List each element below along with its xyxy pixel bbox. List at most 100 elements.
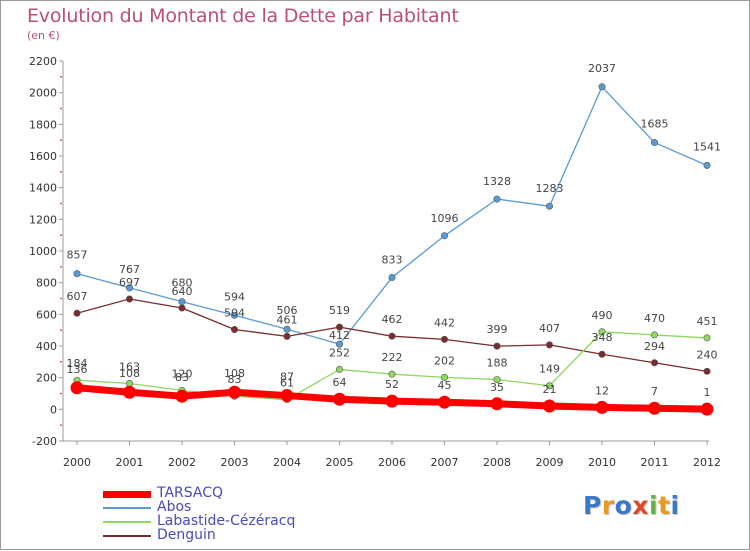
logo-letter: i xyxy=(670,491,680,520)
x-tick-label: 2000 xyxy=(63,456,91,469)
data-label: 461 xyxy=(277,313,298,326)
data-label: 87 xyxy=(280,371,294,384)
data-point xyxy=(335,340,343,348)
data-point xyxy=(545,382,553,390)
data-label: 462 xyxy=(382,313,403,326)
data-point xyxy=(598,328,606,336)
y-tick-label: 1600 xyxy=(29,150,57,163)
y-tick-label: 1200 xyxy=(29,213,57,226)
data-label: 412 xyxy=(329,329,350,342)
y-minor-tick xyxy=(60,234,62,237)
data-label: 108 xyxy=(224,367,245,380)
data-point xyxy=(385,394,399,408)
data-point xyxy=(228,385,241,399)
data-point xyxy=(388,273,396,281)
data-label: 1541 xyxy=(693,140,721,153)
data-point xyxy=(595,400,609,414)
data-point xyxy=(178,304,186,312)
data-point xyxy=(543,399,556,413)
data-point xyxy=(438,395,451,409)
x-tick-label: 2001 xyxy=(116,456,144,469)
data-label: 163 xyxy=(119,361,140,374)
x-tick-label: 2010 xyxy=(588,456,616,469)
x-tick-label: 2009 xyxy=(536,456,564,469)
data-label: 442 xyxy=(434,316,455,329)
data-point xyxy=(335,323,343,331)
x-tick-label: 2008 xyxy=(483,456,511,469)
legend-swatch xyxy=(103,490,151,498)
data-label: 506 xyxy=(277,304,298,317)
legend-label: Labastide-Cézéracq xyxy=(157,513,296,529)
data-point xyxy=(493,195,501,203)
y-tick-label: 200 xyxy=(36,372,57,385)
legend-label: TARSACQ xyxy=(157,485,224,501)
data-point xyxy=(126,295,134,303)
data-point xyxy=(123,385,136,399)
x-tick-label: 2002 xyxy=(168,456,196,469)
y-minor-tick xyxy=(60,107,62,110)
y-minor-tick xyxy=(60,170,62,173)
y-tick-label: 1000 xyxy=(29,245,57,258)
data-label: 680 xyxy=(172,277,193,290)
data-point xyxy=(283,325,291,333)
data-label: 188 xyxy=(487,357,508,370)
data-label: 120 xyxy=(172,367,193,380)
y-tick-label: 2000 xyxy=(29,87,57,100)
data-label: 697 xyxy=(119,276,140,289)
y-minor-tick xyxy=(60,75,62,78)
y-minor-tick xyxy=(60,297,62,300)
data-point xyxy=(388,370,396,378)
data-point xyxy=(545,341,553,349)
data-point xyxy=(493,342,501,350)
x-tick-label: 2007 xyxy=(431,456,459,469)
data-label: 184 xyxy=(67,357,88,370)
data-label: 490 xyxy=(592,309,613,322)
data-point xyxy=(440,335,448,343)
data-label: 2037 xyxy=(588,62,616,75)
data-label: 64 xyxy=(333,376,347,389)
data-point xyxy=(231,311,239,319)
data-point xyxy=(388,332,396,340)
data-point xyxy=(493,376,501,384)
data-label: 607 xyxy=(67,290,88,303)
data-label: 202 xyxy=(434,354,455,367)
data-point xyxy=(650,139,658,147)
data-label: 136 xyxy=(67,363,88,376)
data-label: 470 xyxy=(644,312,665,325)
data-point xyxy=(545,202,553,210)
logo-letter: r xyxy=(601,491,615,520)
data-point xyxy=(231,326,239,334)
data-point xyxy=(703,334,711,342)
data-label: 83 xyxy=(228,373,242,386)
data-label: 222 xyxy=(382,351,403,364)
data-point xyxy=(700,402,714,416)
data-label: 407 xyxy=(539,322,560,335)
y-minor-tick xyxy=(60,202,62,205)
data-label: 240 xyxy=(697,348,718,361)
logo-letter: i xyxy=(649,491,659,520)
data-label: 52 xyxy=(385,378,399,391)
data-label: 519 xyxy=(329,304,350,317)
data-point xyxy=(440,232,448,240)
data-point xyxy=(70,381,84,395)
data-label: 7 xyxy=(651,385,658,398)
data-label: 348 xyxy=(592,331,613,344)
y-minor-tick xyxy=(60,360,62,363)
data-label: 1 xyxy=(704,386,711,399)
data-point xyxy=(703,161,711,169)
data-point xyxy=(650,359,658,367)
data-label: 21 xyxy=(543,383,557,396)
y-tick-label: -200 xyxy=(32,435,57,448)
y-minor-tick xyxy=(60,329,62,332)
y-tick-label: 600 xyxy=(36,308,57,321)
data-label: 1328 xyxy=(483,175,511,188)
legend-swatch xyxy=(103,535,151,537)
x-tick-label: 2005 xyxy=(326,456,354,469)
data-point xyxy=(490,397,504,411)
data-point xyxy=(126,284,134,292)
legend-label: Abos xyxy=(157,499,192,515)
y-minor-tick xyxy=(60,424,62,427)
data-label: 149 xyxy=(539,363,560,376)
data-label: 1283 xyxy=(536,182,564,195)
